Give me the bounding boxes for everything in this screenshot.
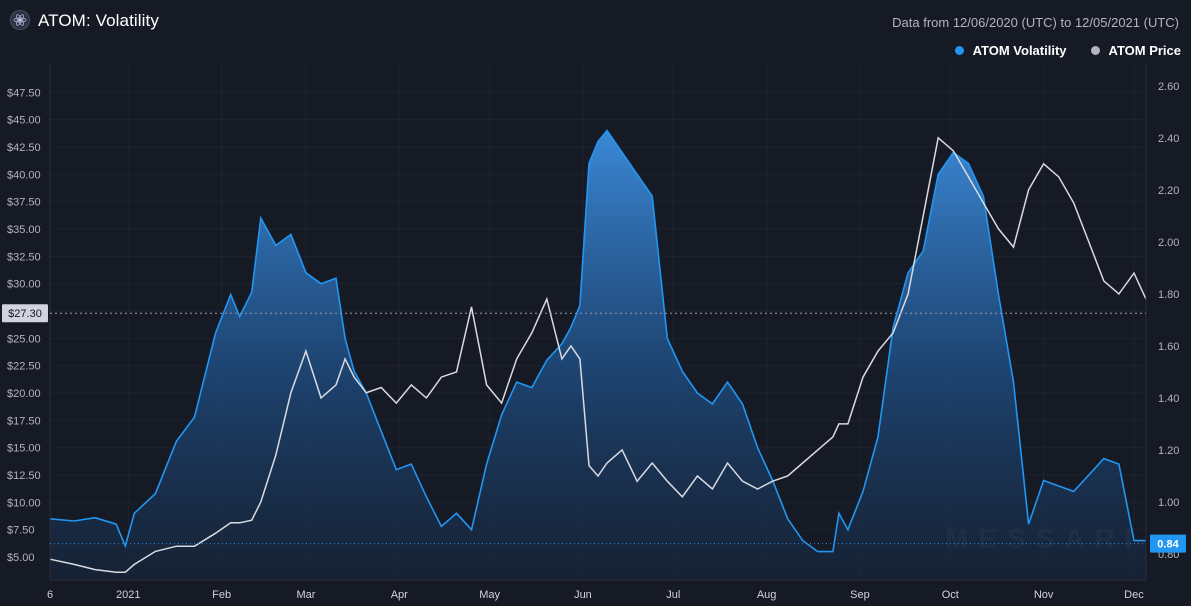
x-tick-label: Dec <box>1124 589 1144 601</box>
volatility-area <box>50 130 1146 580</box>
legend-marker-price <box>1090 46 1100 55</box>
x-tick-label: 6 <box>47 589 53 601</box>
right-tick-label: 1.00 <box>1158 497 1179 509</box>
legend-marker-volatility <box>954 46 964 55</box>
legend: ATOM Volatility ATOM Price <box>954 43 1181 58</box>
left-tick-label: $22.50 <box>7 361 41 373</box>
left-tick-label: $12.50 <box>7 470 41 482</box>
right-tick-label: 2.60 <box>1158 81 1179 93</box>
left-tick-label: $20.00 <box>7 388 41 400</box>
legend-label-price: ATOM Price <box>1108 43 1181 58</box>
left-tick-label: $5.00 <box>7 552 35 564</box>
right-tick-label: 1.40 <box>1158 393 1179 405</box>
left-tick-label: $40.00 <box>7 169 41 181</box>
price-line <box>49 136 1147 573</box>
right-tick-label: 2.20 <box>1158 185 1179 197</box>
x-tick-label: May <box>479 589 500 601</box>
x-tick-label: Nov <box>1034 589 1054 601</box>
last-value-label: 0.84 <box>1157 539 1179 551</box>
atom-logo-icon <box>10 10 30 30</box>
x-tick-label: Oct <box>942 589 959 601</box>
legend-item-volatility[interactable]: ATOM Volatility <box>954 43 1067 58</box>
crosshair-label: $27.30 <box>8 308 42 320</box>
right-tick-label: 1.20 <box>1158 445 1179 457</box>
chart-header: ATOM: Volatility Data from 12/06/2020 (U… <box>0 0 1191 70</box>
right-tick-label: 2.00 <box>1158 237 1179 249</box>
left-tick-label: $42.50 <box>7 142 41 154</box>
x-tick-label: Jul <box>666 589 680 601</box>
legend-label-volatility: ATOM Volatility <box>972 43 1067 58</box>
left-tick-label: $30.00 <box>7 279 41 291</box>
chart-title: ATOM: Volatility <box>38 11 159 30</box>
x-tick-label: 2021 <box>116 589 140 601</box>
last-value-box <box>1150 534 1186 553</box>
legend-item-price[interactable]: ATOM Price <box>1090 43 1181 58</box>
left-tick-label: $15.00 <box>7 443 41 455</box>
right-tick-label: 1.60 <box>1158 341 1179 353</box>
date-range-text: Data from 12/06/2020 (UTC) to 12/05/2021… <box>892 15 1179 30</box>
x-tick-label: Jun <box>574 589 592 601</box>
left-tick-label: $47.50 <box>7 87 41 99</box>
left-tick-label: $37.50 <box>7 197 41 209</box>
left-tick-label: $32.50 <box>7 251 41 263</box>
left-tick-label: $45.00 <box>7 115 41 127</box>
left-tick-label: $17.50 <box>7 415 41 427</box>
crosshair-label-box <box>2 304 48 323</box>
right-tick-label: 1.80 <box>1158 289 1179 301</box>
left-tick-label: $7.50 <box>7 525 35 537</box>
left-tick-label: $35.00 <box>7 224 41 236</box>
x-tick-label: Apr <box>391 589 408 601</box>
x-tick-label: Sep <box>850 589 870 601</box>
x-tick-label: Feb <box>212 589 231 601</box>
left-tick-label: $25.00 <box>7 333 41 345</box>
x-tick-label: Mar <box>296 589 315 601</box>
left-tick-label: $10.00 <box>7 497 41 509</box>
x-tick-label: Aug <box>757 589 777 601</box>
right-tick-label: 2.40 <box>1158 133 1179 145</box>
volatility-line <box>49 129 1146 553</box>
